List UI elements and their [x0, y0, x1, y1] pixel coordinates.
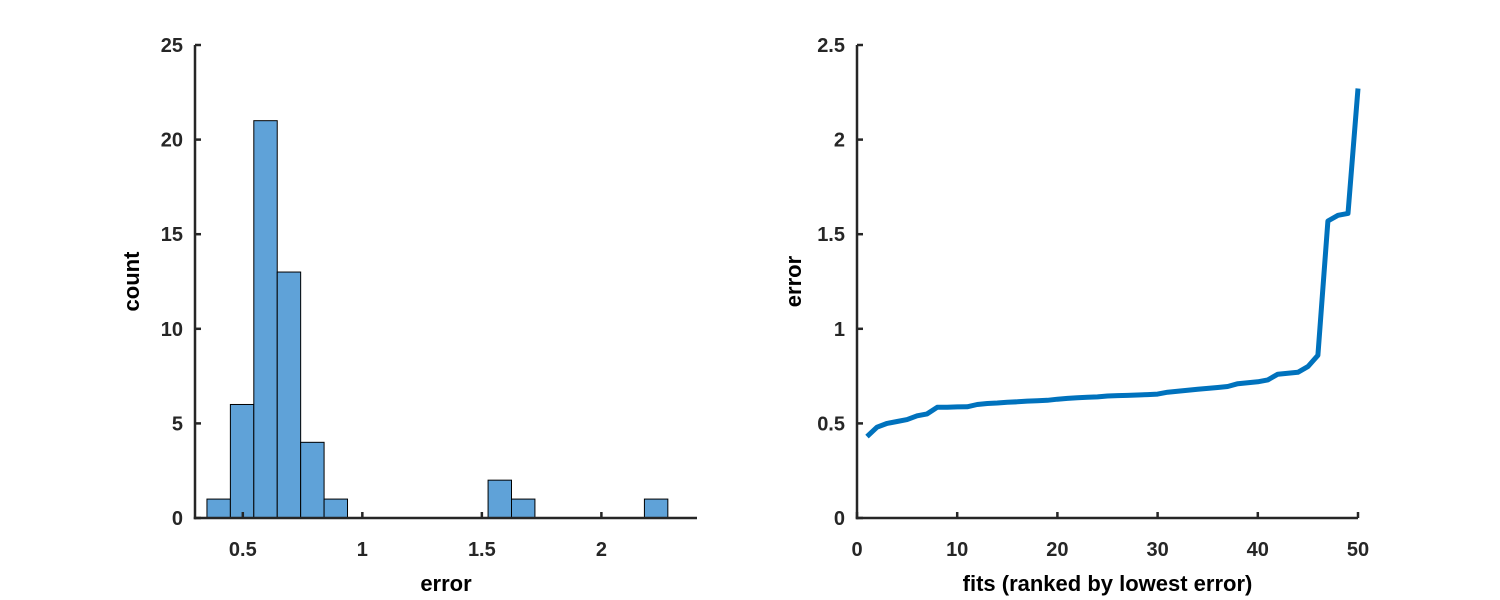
histogram-x-axis-label: error — [420, 571, 472, 596]
line-chart-x-tick-label: 10 — [946, 539, 968, 561]
error-series-line — [865, 88, 1361, 439]
histogram-bar — [206, 498, 231, 519]
line-chart-x-tick-label: 50 — [1347, 539, 1369, 561]
line-chart-x-tick-label: 30 — [1146, 539, 1168, 561]
line-chart-x-tick-label: 20 — [1046, 539, 1068, 561]
histogram-y-tick-label: 20 — [161, 130, 183, 152]
histogram-bar — [253, 120, 278, 519]
histogram-x-tick-label: 2 — [596, 539, 607, 561]
histogram-x-tick-label: 1 — [357, 539, 368, 561]
histogram-bar — [643, 498, 669, 519]
line-chart-y-tick-label: 2 — [834, 130, 845, 152]
histogram-bar — [510, 498, 536, 519]
histogram-y-tick-label: 25 — [161, 35, 183, 57]
line-chart-y-tick-label: 1.5 — [817, 224, 845, 246]
histogram-y-axis-label: count — [119, 251, 144, 312]
histogram-y-tick-label: 10 — [161, 319, 183, 341]
line-chart-x-tick-label: 40 — [1247, 539, 1269, 561]
histogram-y-tick-label: 5 — [172, 413, 183, 435]
line-chart-y-tick-label: 0 — [834, 508, 845, 530]
histogram-x-tick-label: 0.5 — [229, 539, 257, 561]
histogram-bar — [300, 441, 325, 519]
histogram-bar — [276, 271, 302, 519]
line-chart-x-axis-label: fits (ranked by lowest error) — [963, 571, 1253, 596]
histogram-y-tick-label: 0 — [172, 508, 183, 530]
line-chart-x-tick-label: 0 — [851, 539, 862, 561]
histogram-y-tick-label: 15 — [161, 224, 183, 246]
line-chart-axes: 0 0.5 1 1.5 2 2.5 0 10 20 30 40 50 fits (ranked by l… — [781, 35, 1369, 596]
line-chart-y-tick-label: 1 — [834, 319, 845, 341]
histogram-bar — [229, 403, 255, 519]
histogram-bar — [487, 479, 512, 519]
histogram-x-tick-label: 1.5 — [468, 539, 496, 561]
histogram-bars — [206, 120, 669, 519]
histogram-bar — [323, 498, 349, 519]
line-chart-y-tick-label: 0.5 — [817, 413, 845, 435]
histogram-axes: 0 5 10 15 20 25 0.5 1 1.5 2 error count — [119, 35, 697, 596]
line-chart-y-axis-label: error — [781, 255, 806, 307]
line-chart-y-tick-label: 2.5 — [817, 35, 845, 57]
